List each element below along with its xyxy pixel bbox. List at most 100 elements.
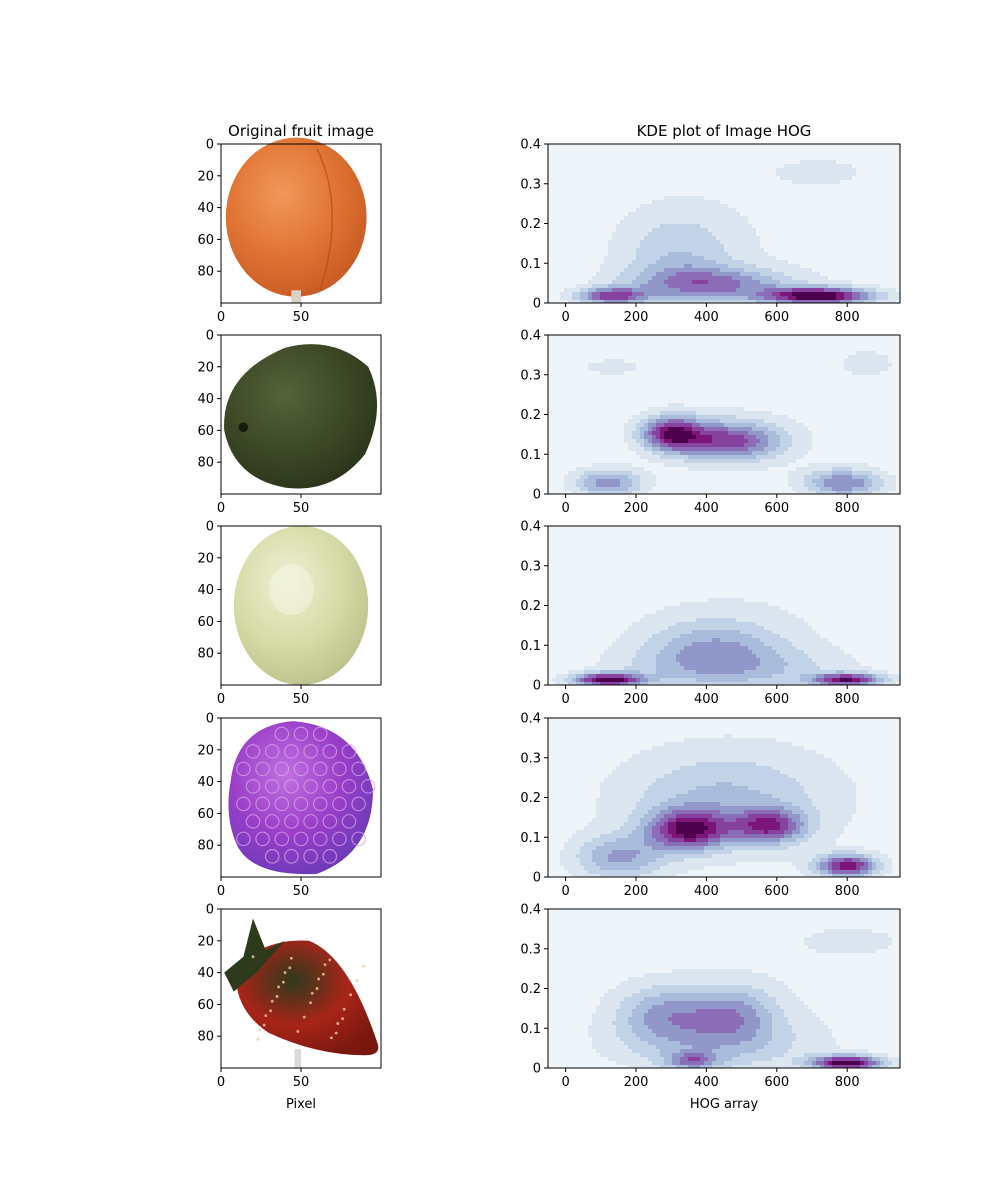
kde-level-4 xyxy=(748,447,765,452)
kde-level-2 xyxy=(728,264,757,269)
kde-level-2 xyxy=(616,1017,629,1022)
kde-level-0 xyxy=(548,431,625,436)
kde-level-0 xyxy=(548,909,901,914)
kde-level-1 xyxy=(756,264,801,269)
kde-level-3 xyxy=(836,491,853,495)
kde-level-0 xyxy=(548,614,645,619)
kde-level-2 xyxy=(732,1057,773,1062)
kde-level-2 xyxy=(600,874,641,878)
kde-level-0 xyxy=(856,806,901,811)
kde-level-2 xyxy=(784,658,813,663)
kde-level-1 xyxy=(624,427,637,432)
kde-level-1 xyxy=(796,491,817,495)
kde-level-1 xyxy=(888,674,901,679)
kde-level-4 xyxy=(672,1057,681,1062)
kde-level-2 xyxy=(804,483,817,488)
kde-level-6 xyxy=(628,678,637,683)
kde-level-1 xyxy=(652,200,721,205)
kde-level-4 xyxy=(864,674,873,679)
kde-level-1 xyxy=(888,296,901,301)
image-axis-x-tick-label: 50 xyxy=(293,1075,310,1090)
image-axis-x-tick-label: 50 xyxy=(293,884,310,899)
kde-level-1 xyxy=(632,471,653,476)
fruit-raspberry-drupelet xyxy=(332,831,347,847)
kde-level-2 xyxy=(640,443,645,448)
kde-level-3 xyxy=(760,658,785,663)
kde-level-0 xyxy=(548,152,901,157)
kde-level-1 xyxy=(792,1041,837,1046)
kde-level-1 xyxy=(820,826,845,831)
kde-level-0 xyxy=(548,722,901,727)
kde-level-2 xyxy=(756,1049,789,1054)
kde-level-1 xyxy=(608,646,641,651)
kde-level-3 xyxy=(820,870,829,875)
kde-level-1 xyxy=(872,854,889,859)
kde-axis-y-tick-label: 0.4 xyxy=(520,520,541,535)
kde-level-2 xyxy=(772,1021,789,1026)
kde-level-2 xyxy=(804,834,813,839)
kde-level-3 xyxy=(640,822,649,827)
kde-level-0 xyxy=(548,937,805,942)
kde-level-4 xyxy=(652,846,705,851)
kde-level-0 xyxy=(656,475,789,480)
kde-level-0 xyxy=(836,842,901,847)
kde-level-3 xyxy=(720,638,761,643)
kde-level-1 xyxy=(764,989,793,994)
kde-level-2 xyxy=(640,419,649,424)
kde-level-1 xyxy=(596,272,621,277)
kde-level-0 xyxy=(548,774,609,779)
kde-level-1 xyxy=(764,419,797,424)
kde-level-1 xyxy=(752,985,789,990)
kde-level-4 xyxy=(820,1065,825,1069)
kde-level-2 xyxy=(872,870,881,875)
kde-level-4 xyxy=(832,475,853,480)
kde-level-7 xyxy=(672,834,685,839)
kde-level-3 xyxy=(632,1025,649,1030)
kde-level-0 xyxy=(548,403,669,408)
kde-level-6 xyxy=(716,830,729,835)
fruit-raspberry-drupelet xyxy=(351,831,366,847)
kde-level-0 xyxy=(888,367,901,372)
kde-level-0 xyxy=(856,798,901,803)
kde-level-0 xyxy=(548,746,653,751)
kde-level-5 xyxy=(864,862,869,867)
kde-level-2 xyxy=(648,232,713,237)
kde-level-0 xyxy=(892,866,901,871)
kde-level-3 xyxy=(868,292,877,297)
fruit-strawberry-seed xyxy=(329,1036,333,1040)
kde-level-1 xyxy=(596,806,637,811)
fruit-raspberry-drupelet xyxy=(255,831,270,847)
fruit-raspberry-drupelet xyxy=(255,761,270,777)
kde-level-0 xyxy=(548,435,625,440)
kde-level-4 xyxy=(648,423,657,428)
image-axis-x-tick-label: 0 xyxy=(217,1075,225,1090)
kde-level-1 xyxy=(588,280,613,285)
kde-level-1 xyxy=(700,224,753,229)
kde-level-2 xyxy=(620,826,637,831)
kde-level-1 xyxy=(592,463,633,468)
fruit-strawberry-seeds xyxy=(251,955,365,1041)
kde-level-0 xyxy=(808,622,901,627)
kde-axis-x-tick-label: 200 xyxy=(624,1075,649,1090)
kde-level-0 xyxy=(688,870,801,875)
kde-level-8 xyxy=(676,826,709,831)
image-axis-x-tick-label: 0 xyxy=(217,501,225,516)
kde-level-4 xyxy=(740,284,777,289)
kde-level-6 xyxy=(840,674,853,679)
kde-level-4 xyxy=(704,1061,713,1066)
kde-level-0 xyxy=(548,682,557,686)
kde-level-1 xyxy=(688,467,769,472)
kde-level-2 xyxy=(748,786,805,791)
kde-level-3 xyxy=(872,862,877,867)
kde-level-1 xyxy=(772,630,817,635)
kde-level-2 xyxy=(584,842,605,847)
kde-level-2 xyxy=(632,479,641,484)
kde-level-5 xyxy=(612,288,633,293)
kde-level-0 xyxy=(548,1009,597,1014)
kde-level-0 xyxy=(548,866,565,871)
kde-level-6 xyxy=(668,818,677,823)
kde-level-0 xyxy=(548,790,601,795)
kde-level-1 xyxy=(612,236,645,241)
kde-level-3 xyxy=(792,834,805,839)
kde-level-2 xyxy=(580,846,597,851)
